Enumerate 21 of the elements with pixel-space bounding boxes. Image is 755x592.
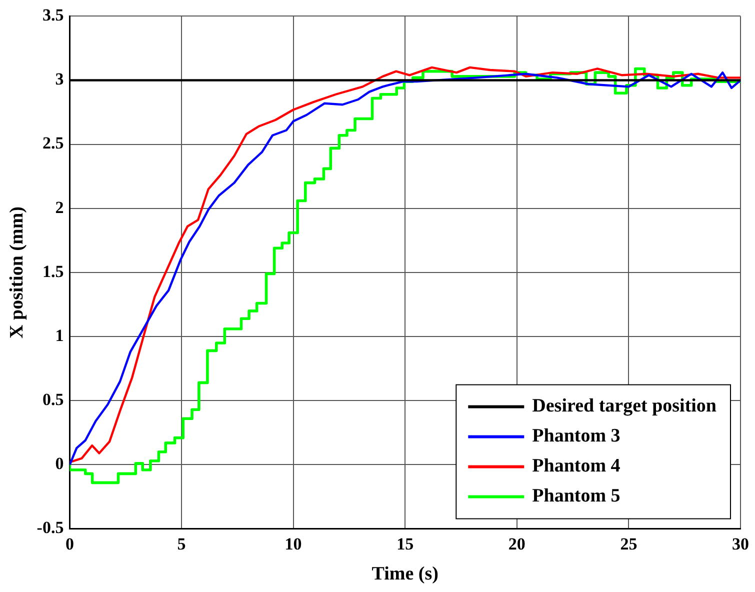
x-tick-label: 15 — [396, 534, 414, 554]
x-tick-label: 10 — [284, 534, 302, 554]
x-tick-label: 30 — [732, 534, 749, 554]
legend-label: Phantom 5 — [532, 486, 620, 507]
x-tick-label: 5 — [177, 534, 186, 554]
x-tick-label: 25 — [620, 534, 638, 554]
y-axis-title: X position (mm) — [6, 206, 28, 338]
legend-label: Phantom 3 — [532, 426, 620, 447]
legend-label: Desired target position — [532, 396, 717, 417]
legend-label: Phantom 4 — [532, 456, 621, 477]
y-tick-label: 1.5 — [42, 262, 64, 281]
x-tick-label: 20 — [508, 534, 526, 554]
y-tick-label: 2 — [55, 198, 64, 217]
y-tick-label: -0.5 — [36, 518, 64, 538]
y-tick-label: 2.5 — [42, 134, 64, 153]
y-tick-label: 0.5 — [42, 390, 64, 410]
y-tick-label: 3.5 — [42, 6, 64, 25]
x-axis-title: Time (s) — [372, 564, 438, 585]
y-tick-label: 0 — [55, 454, 64, 474]
y-tick-label: 1 — [55, 326, 64, 345]
y-tick-label: 3 — [55, 70, 64, 89]
